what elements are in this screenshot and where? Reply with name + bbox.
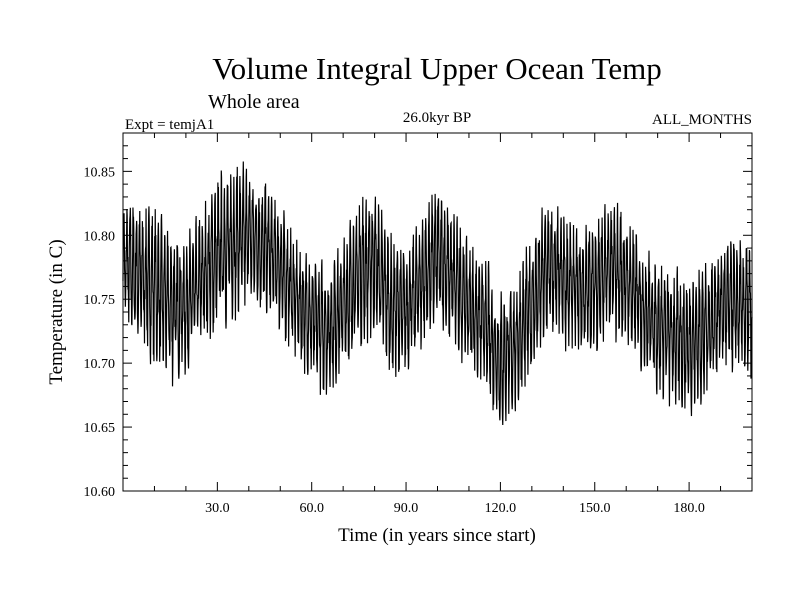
series-layer — [122, 161, 753, 426]
y-tick-label: 10.60 — [84, 485, 116, 500]
chart-title: Volume Integral Upper Ocean Temp — [212, 51, 662, 86]
y-tick-label: 10.80 — [84, 229, 116, 244]
ticks-layer: 30.0 60.0 90.0 120.0 150.0 180.0 10.60 10.65 10.… — [84, 133, 752, 516]
x-tick-label: 120.0 — [485, 501, 517, 516]
y-tick-label: 10.75 — [84, 293, 116, 308]
months-label: ALL_MONTHS — [652, 112, 752, 128]
plot-frame — [122, 132, 753, 492]
x-tick-label: 30.0 — [205, 501, 230, 516]
x-tick-label: 150.0 — [579, 501, 611, 516]
experiment-label: Expt = temjA1 — [125, 117, 214, 133]
chart-subtitle: Whole area — [208, 91, 300, 113]
x-tick-label: 90.0 — [394, 501, 419, 516]
x-tick-label: 180.0 — [673, 501, 705, 516]
series-line-0 — [122, 161, 753, 426]
y-axis-label: Temperature (in C) — [46, 239, 67, 384]
x-axis-label: Time (in years since start) — [338, 525, 536, 546]
period-label: 26.0kyr BP — [403, 110, 471, 126]
y-tick-label: 10.70 — [84, 357, 116, 372]
y-tick-label: 10.85 — [84, 165, 116, 180]
x-tick-label: 60.0 — [299, 501, 324, 516]
y-tick-label: 10.65 — [84, 421, 116, 436]
